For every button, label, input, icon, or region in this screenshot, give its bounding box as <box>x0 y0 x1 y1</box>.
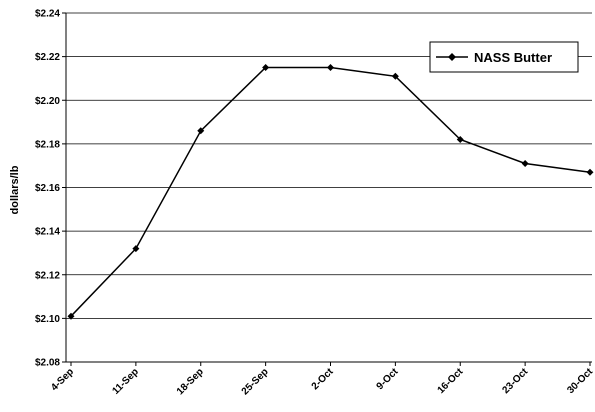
data-point <box>327 64 334 72</box>
x-tick-label: 2-Oct <box>310 366 336 392</box>
y-tick-label: $2.20 <box>35 96 60 107</box>
y-tick-label: $2.14 <box>35 227 60 238</box>
x-tick-label: 23-Oct <box>500 366 530 396</box>
data-point <box>456 136 464 144</box>
y-tick-label: $2.12 <box>35 270 60 281</box>
data-point <box>391 72 399 80</box>
y-tick-label: $2.16 <box>35 183 60 194</box>
axes <box>65 13 592 363</box>
x-tick-label: 9-Oct <box>375 366 401 392</box>
x-tick-label: 25-Sep <box>240 366 271 397</box>
gridlines <box>66 12 592 363</box>
y-tick-label: $2.18 <box>35 139 60 150</box>
data-point <box>262 64 270 72</box>
legend-marker <box>448 53 456 61</box>
x-tick-label: 18-Sep <box>175 366 206 397</box>
x-tick-label: 4-Sep <box>49 366 76 393</box>
y-tick-label: $2.10 <box>35 314 60 325</box>
y-tick-label: $2.24 <box>35 9 60 20</box>
legend: NASS Butter <box>429 41 579 73</box>
legend-label: NASS Butter <box>474 50 552 65</box>
data-point <box>132 245 140 253</box>
x-axis-ticks: 4-Sep 11-Sep 18-Sep 25-Sep 2-Oct 9-Oct 16-Oct 2… <box>49 362 595 397</box>
x-tick-label: 11-Sep <box>110 366 141 397</box>
y-axis-label: dollars/lb <box>9 165 21 214</box>
y-tick-label: $2.08 <box>35 358 60 369</box>
data-point <box>197 127 205 135</box>
y-tick-label: $2.22 <box>35 52 60 63</box>
series-group <box>67 64 594 320</box>
x-tick-label: 16-Oct <box>436 366 466 396</box>
x-tick-label: 30-Oct <box>565 366 595 396</box>
y-axis-ticks: $2.08 $2.10 $2.12 $2.14 $2.16 $2.18 $2.20 $2.22… <box>35 9 66 369</box>
series-line <box>70 66 591 317</box>
data-point <box>586 168 594 176</box>
data-point <box>67 312 75 320</box>
data-point <box>521 160 529 168</box>
